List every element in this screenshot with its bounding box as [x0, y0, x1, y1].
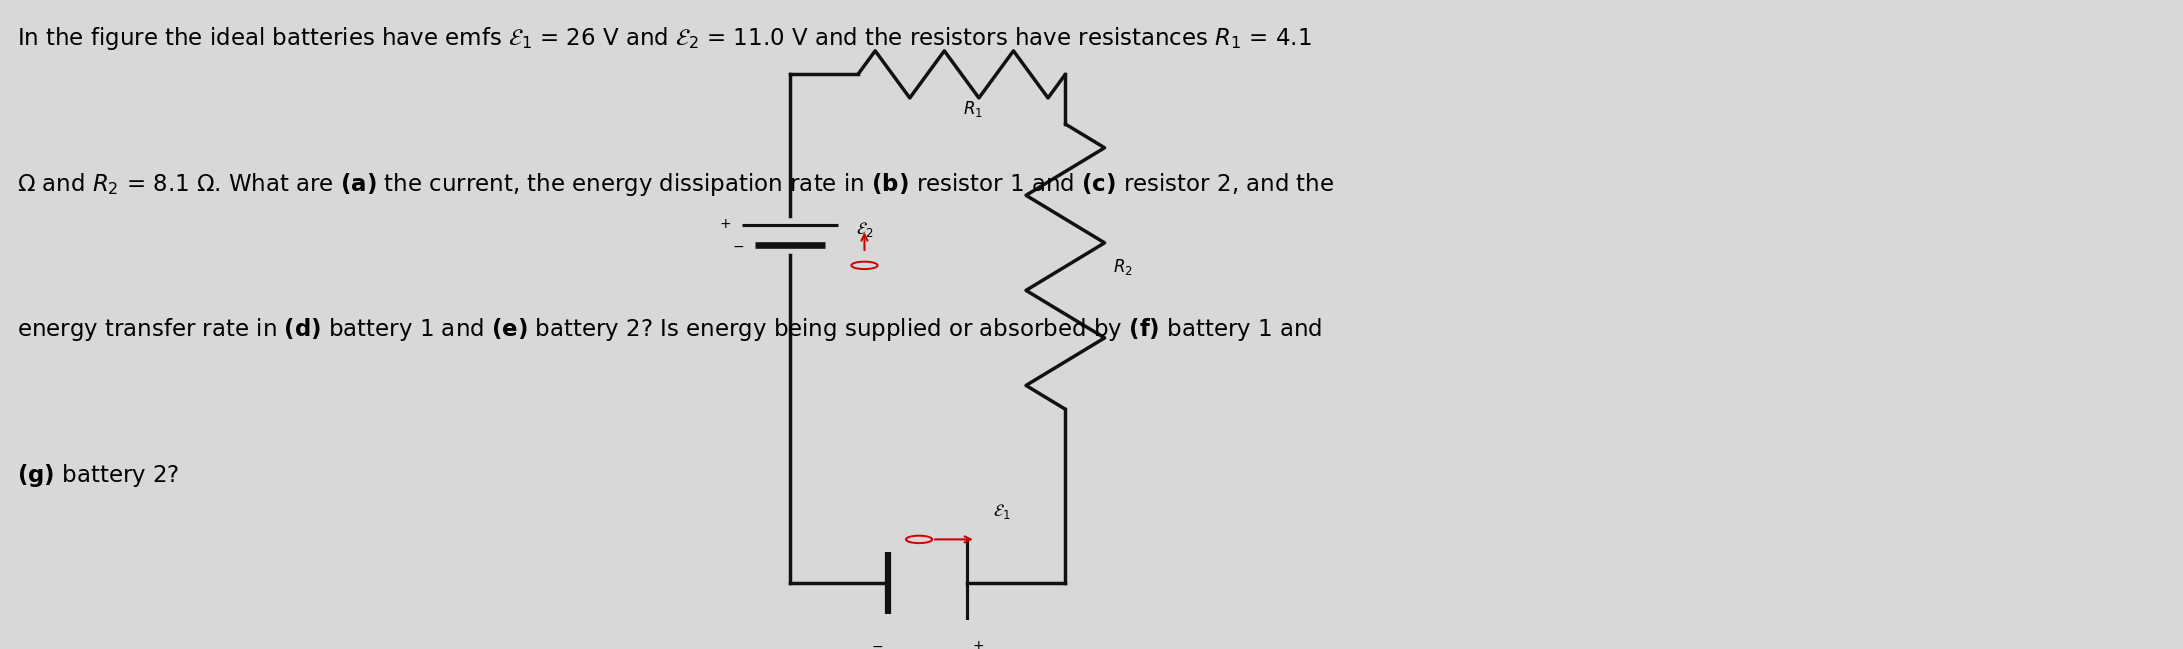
Text: $-$: $-$ [731, 239, 744, 252]
Text: $R_2$: $R_2$ [1113, 256, 1133, 276]
Text: $+$: $+$ [718, 217, 731, 230]
Text: $-$: $-$ [871, 639, 884, 649]
Text: $\mathcal{E}_1$: $\mathcal{E}_1$ [993, 502, 1011, 520]
Text: $R_1$: $R_1$ [963, 99, 982, 119]
Text: $\mathcal{E}_2$: $\mathcal{E}_2$ [856, 220, 873, 239]
Text: $\Omega$ and $R_2$ = 8.1 $\Omega$. What are $\mathbf{(a)}$ the current, the ener: $\Omega$ and $R_2$ = 8.1 $\Omega$. What … [17, 171, 1334, 197]
Text: In the figure the ideal batteries have emfs $\mathcal{E}_1$ = 26 V and $\mathcal: In the figure the ideal batteries have e… [17, 25, 1312, 52]
Text: $\mathbf{(g)}$ battery 2?: $\mathbf{(g)}$ battery 2? [17, 462, 179, 489]
Text: $+$: $+$ [971, 639, 985, 649]
Text: energy transfer rate in $\mathbf{(d)}$ battery 1 and $\mathbf{(e)}$ battery 2? I: energy transfer rate in $\mathbf{(d)}$ b… [17, 316, 1323, 343]
